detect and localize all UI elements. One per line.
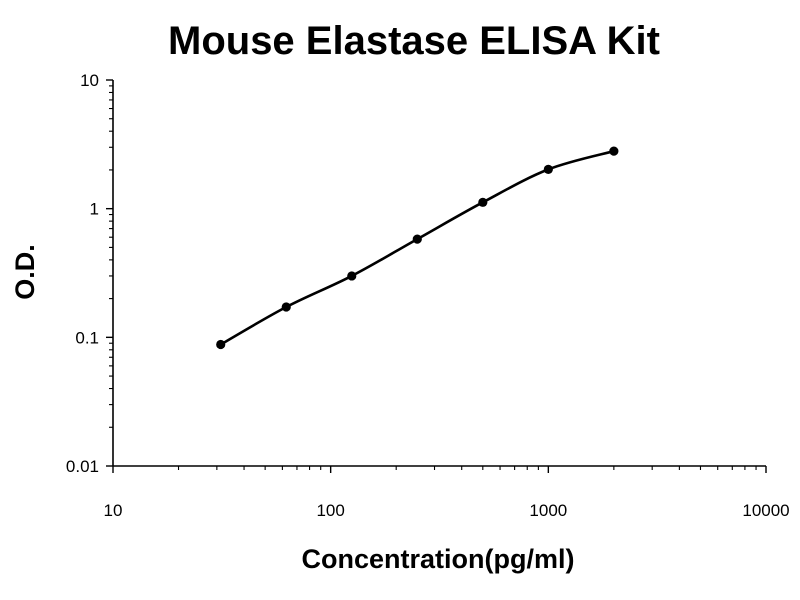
x-tick-label: 10000: [742, 501, 789, 520]
x-axis-title: Concentration(pg/ml): [302, 544, 575, 574]
x-tick-label: 1000: [529, 501, 567, 520]
y-axis: 0.01 0.1 1 10: [66, 71, 114, 476]
data-point: [216, 339, 226, 350]
data-point: [412, 234, 422, 244]
data-points: [216, 146, 619, 350]
y-axis-title: O.D.: [10, 244, 40, 300]
y-tick-label: 0.01: [66, 457, 99, 476]
data-point: [478, 197, 488, 207]
y-tick-label: 1: [90, 200, 99, 219]
data-point: [347, 271, 357, 281]
x-axis: 10 100 1000 10000: [104, 465, 790, 520]
x-tick-label: 10: [104, 501, 123, 520]
data-point: [543, 164, 553, 174]
chart-title: Mouse Elastase ELISA Kit: [168, 19, 660, 63]
fit-curve-line: [220, 149, 615, 346]
x-tick-label: 100: [316, 501, 344, 520]
y-tick-label: 0.1: [75, 328, 99, 347]
data-point: [609, 146, 619, 156]
data-point: [281, 302, 291, 312]
y-tick-label: 10: [80, 71, 99, 90]
